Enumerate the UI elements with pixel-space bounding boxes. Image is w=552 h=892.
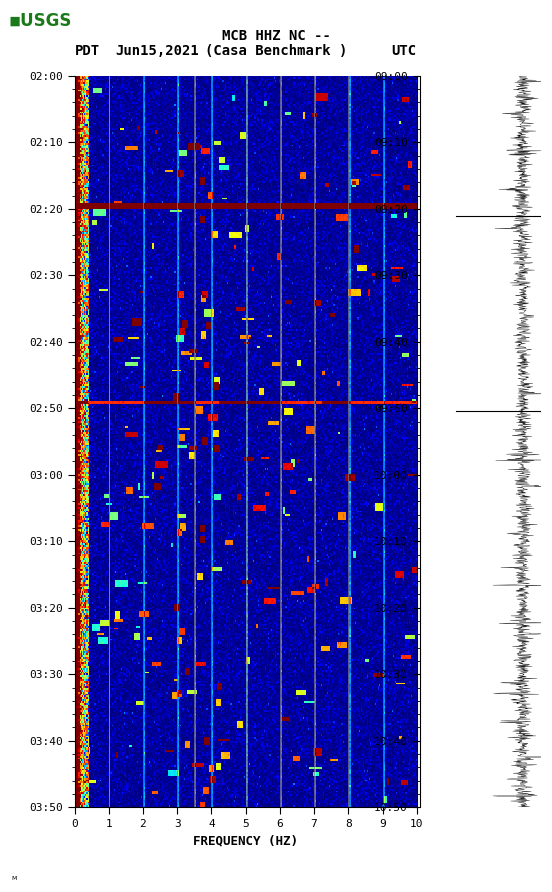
X-axis label: FREQUENCY (HZ): FREQUENCY (HZ) xyxy=(193,835,298,847)
Text: ᴹ: ᴹ xyxy=(11,876,17,887)
Text: MCB HHZ NC --: MCB HHZ NC -- xyxy=(221,29,331,43)
Text: Jun15,2021: Jun15,2021 xyxy=(115,44,199,58)
Text: UTC: UTC xyxy=(391,44,417,58)
Text: PDT: PDT xyxy=(75,44,100,58)
Text: (Casa Benchmark ): (Casa Benchmark ) xyxy=(205,44,347,58)
Text: ◾USGS: ◾USGS xyxy=(8,12,72,29)
